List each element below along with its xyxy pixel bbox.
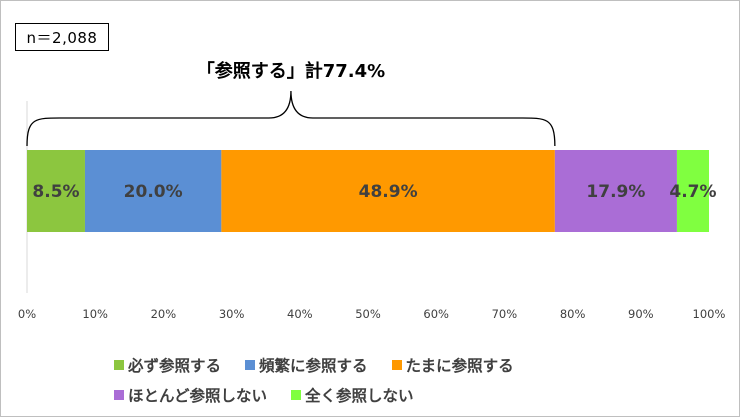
legend-swatch-never bbox=[291, 390, 302, 400]
legend-swatch-occasionally bbox=[391, 360, 402, 370]
x-tick-label-3: 30% bbox=[219, 307, 245, 321]
legend-label-always: 必ず参照する bbox=[128, 357, 222, 375]
bar-label-3: 17.9% bbox=[586, 182, 645, 202]
legend-item-always: 必ず参照する bbox=[114, 354, 221, 376]
x-tick-label-9: 90% bbox=[628, 307, 654, 321]
x-tick-label-10: 100% bbox=[693, 307, 726, 321]
x-tick-label-8: 80% bbox=[560, 307, 586, 321]
bar-label-0: 8.5% bbox=[32, 182, 79, 202]
x-tick-label-4: 40% bbox=[287, 307, 313, 321]
legend-swatch-frequently bbox=[245, 360, 256, 370]
x-tick-label-6: 60% bbox=[423, 307, 449, 321]
x-tick-label-5: 50% bbox=[355, 307, 381, 321]
bar-segment-4 bbox=[676, 150, 709, 232]
legend-item-occasionally: たまに参照する bbox=[391, 354, 514, 376]
bar-segment-2 bbox=[221, 150, 555, 232]
bar-label-4: 4.7% bbox=[669, 182, 716, 202]
legend-item-never: 全く参照しない bbox=[291, 384, 414, 406]
bar-label-1: 20.0% bbox=[124, 182, 183, 202]
x-tick-label-2: 20% bbox=[151, 307, 177, 321]
legend: 必ず参照する 頻繁に参照する たまに参照する ほとんど参照しない 全く参照しない bbox=[114, 354, 634, 406]
bar-label-2: 48.9% bbox=[359, 182, 418, 202]
x-tick-label-0: 0% bbox=[18, 307, 36, 321]
legend-swatch-always bbox=[114, 360, 124, 370]
bar-segment-3 bbox=[554, 150, 677, 232]
legend-label-never: 全く参照しない bbox=[305, 387, 414, 405]
bar-segment-1 bbox=[84, 150, 222, 232]
sample-size-label: n＝2,088 bbox=[15, 23, 109, 51]
annotation-brace bbox=[26, 90, 556, 147]
legend-item-frequently: 頻繁に参照する bbox=[245, 354, 368, 376]
legend-label-frequently: 頻繁に参照する bbox=[259, 357, 368, 375]
legend-label-rarely: ほとんど参照しない bbox=[128, 387, 268, 405]
bar-segment-0 bbox=[27, 150, 85, 232]
legend-item-rarely: ほとんど参照しない bbox=[114, 384, 267, 406]
legend-label-occasionally: たまに参照する bbox=[405, 357, 514, 375]
annotation-label: 「参照する」計77.4% bbox=[197, 60, 385, 82]
legend-swatch-rarely bbox=[114, 390, 124, 400]
x-tick-label-7: 70% bbox=[492, 307, 518, 321]
x-tick-label-1: 10% bbox=[82, 307, 108, 321]
